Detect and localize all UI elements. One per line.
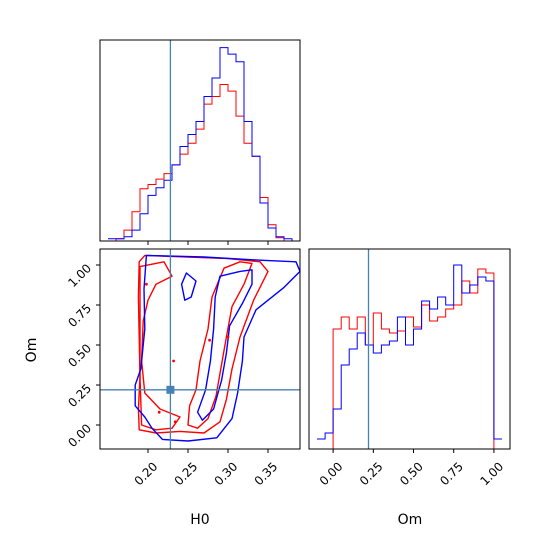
- contour-speckle-3: [173, 420, 177, 424]
- corner-ytick-label-4: 1.00: [65, 261, 94, 290]
- om-xtick-label-0: 0.00: [317, 459, 346, 488]
- contour-speckle-5: [208, 338, 212, 342]
- corner-xtick-label-0: 0.20: [132, 459, 161, 488]
- contour-speckle-1: [172, 359, 176, 363]
- corner-ytick-label-3: 0.75: [65, 301, 94, 330]
- om-xtick-label-1: 0.25: [357, 459, 386, 488]
- om-xtick-label-2: 0.50: [397, 459, 426, 488]
- om-xtick-label-3: 0.75: [437, 459, 466, 488]
- contour-red-inner-1: [139, 261, 181, 431]
- corner-ytick-label-0: 0.00: [65, 421, 94, 450]
- x-axis-label-om: Om: [398, 512, 423, 528]
- h0-histogram-frame: [99, 39, 301, 242]
- om-histogram-series-red: [317, 268, 502, 450]
- h0-histogram-series-blue: [108, 47, 300, 242]
- om-histogram-frame: [308, 248, 511, 450]
- om-xtick-label-4: 1.00: [477, 459, 506, 488]
- h0-histogram-series-red: [108, 84, 300, 242]
- corner-truth-marker: [166, 385, 175, 394]
- x-axis-label-h0: H0: [190, 512, 209, 528]
- contour-speckle-4: [226, 335, 230, 339]
- corner-xtick-label-2: 0.30: [212, 459, 241, 488]
- contour-blue-inner-5: [180, 272, 197, 301]
- corner-xtick-label-3: 0.35: [252, 459, 281, 488]
- corner-ytick-label-1: 0.25: [65, 381, 94, 410]
- corner-frame: [99, 248, 301, 450]
- om-histogram-series-blue: [317, 264, 502, 440]
- contour-speckle-0: [145, 282, 148, 286]
- corner-ytick-label-2: 0.50: [65, 341, 94, 370]
- histogram-panel-h0: [99, 39, 301, 245]
- contour-red-inner-2: [187, 261, 253, 429]
- corner-panel-h0-om: 0.20 0.25 0.30 0.35 0.00 0.25 0.50 0.75 1.00: [65, 248, 301, 488]
- corner-xtick-label-1: 0.25: [172, 459, 201, 488]
- y-axis-label-om: Om: [24, 338, 40, 363]
- contour-blue-outer-3: [134, 254, 301, 442]
- contour-speckle-2: [157, 410, 161, 414]
- histogram-panel-om: 0.00 0.25 0.50 0.75 1.00: [308, 248, 511, 488]
- contour-blue-inner-4: [196, 269, 253, 421]
